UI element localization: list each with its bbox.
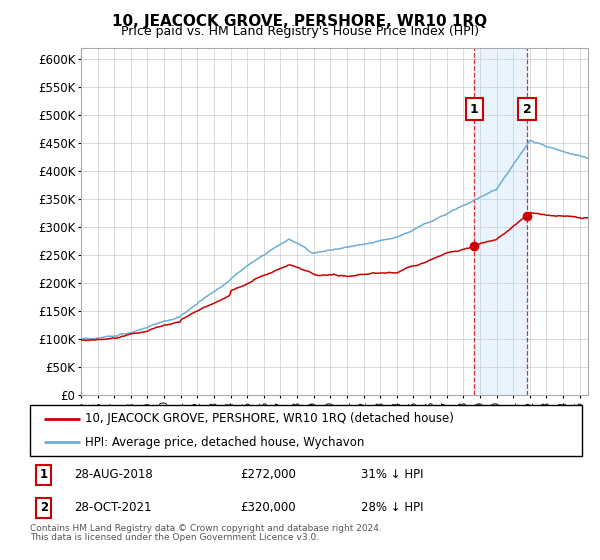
Text: 28-AUG-2018: 28-AUG-2018 <box>74 468 153 482</box>
Text: HPI: Average price, detached house, Wychavon: HPI: Average price, detached house, Wych… <box>85 436 365 449</box>
Text: Price paid vs. HM Land Registry's House Price Index (HPI): Price paid vs. HM Land Registry's House … <box>121 25 479 38</box>
Text: 10, JEACOCK GROVE, PERSHORE, WR10 1RQ (detached house): 10, JEACOCK GROVE, PERSHORE, WR10 1RQ (d… <box>85 412 454 425</box>
Text: 28% ↓ HPI: 28% ↓ HPI <box>361 501 424 515</box>
Text: 1: 1 <box>40 468 48 482</box>
Text: This data is licensed under the Open Government Licence v3.0.: This data is licensed under the Open Gov… <box>30 533 319 542</box>
Text: 28-OCT-2021: 28-OCT-2021 <box>74 501 152 515</box>
Text: 10, JEACOCK GROVE, PERSHORE, WR10 1RQ: 10, JEACOCK GROVE, PERSHORE, WR10 1RQ <box>112 14 488 29</box>
Text: 31% ↓ HPI: 31% ↓ HPI <box>361 468 424 482</box>
Text: 2: 2 <box>523 102 532 116</box>
Text: Contains HM Land Registry data © Crown copyright and database right 2024.: Contains HM Land Registry data © Crown c… <box>30 524 382 533</box>
Bar <box>474 48 527 395</box>
Text: £272,000: £272,000 <box>240 468 296 482</box>
Text: £320,000: £320,000 <box>240 501 295 515</box>
Text: 2: 2 <box>40 501 48 515</box>
FancyBboxPatch shape <box>30 405 582 456</box>
Text: 1: 1 <box>470 102 479 116</box>
